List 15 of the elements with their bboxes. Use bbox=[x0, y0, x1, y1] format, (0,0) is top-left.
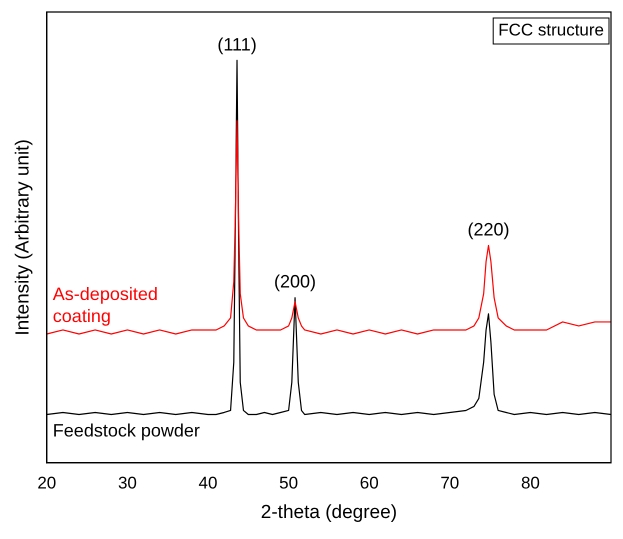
annotation: (200) bbox=[274, 272, 316, 292]
x-tick-label: 60 bbox=[360, 474, 379, 493]
text: FCC structure bbox=[498, 20, 604, 40]
x-axis-title: 2-theta (degree) bbox=[260, 502, 398, 523]
series-label: As-deposited coating bbox=[52, 284, 158, 326]
x-tick-label: 70 bbox=[440, 474, 460, 493]
x-tick-label: 40 bbox=[198, 474, 218, 493]
x-tick-label: 30 bbox=[118, 474, 137, 493]
x-tick-label: 20 bbox=[37, 474, 56, 493]
x-tick-label: 80 bbox=[520, 474, 540, 493]
annotation: (220) bbox=[467, 219, 510, 240]
annotation: (111) bbox=[217, 34, 257, 54]
y-axis-title: Intensity (Arbitrary unit) bbox=[12, 139, 34, 336]
x-tick-label: 50 bbox=[279, 474, 298, 493]
series-label: Feedstock powder bbox=[52, 420, 200, 440]
